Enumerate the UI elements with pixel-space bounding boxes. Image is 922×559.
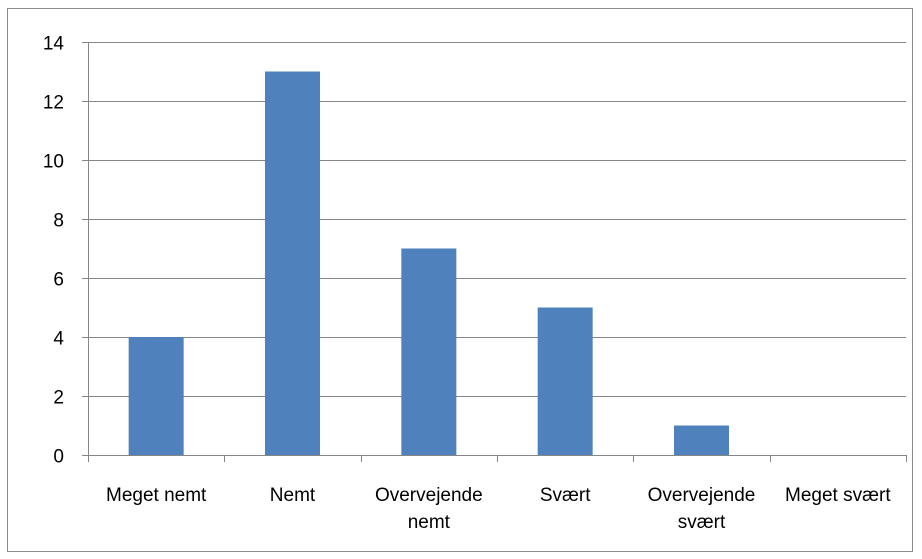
axes <box>82 42 907 462</box>
x-category-label: Overvejende svært <box>648 485 756 533</box>
x-category-label-line: Overvejende <box>375 485 483 506</box>
bar <box>128 337 184 455</box>
bars <box>128 71 729 455</box>
bar <box>674 425 729 455</box>
bar <box>401 248 457 455</box>
y-tick-labels: 0 2 4 6 8 10 12 14 <box>43 34 65 468</box>
x-category-label-line: Nemt <box>270 485 316 506</box>
x-category-label-line: svært <box>678 512 726 533</box>
x-category-label-line: Meget nemt <box>106 485 207 506</box>
y-tick-label: 0 <box>53 447 64 468</box>
y-tick-label: 6 <box>53 270 64 291</box>
x-category-label-line: Meget svært <box>785 485 891 506</box>
x-category-label: Meget nemt <box>106 485 207 506</box>
x-category-label-line: Svært <box>540 485 591 506</box>
y-tick-label: 8 <box>53 211 64 232</box>
gridlines <box>88 42 906 397</box>
x-category-label-line: Overvejende <box>648 485 756 506</box>
chart-frame <box>7 8 913 552</box>
bar <box>537 307 593 455</box>
x-category-labels: Meget nemt Nemt Overvejende nemt Svært Overve… <box>106 485 891 533</box>
x-category-label-line: nemt <box>408 512 451 533</box>
x-category-label: Overvejende nemt <box>375 485 483 533</box>
x-category-label: Svært <box>540 485 591 506</box>
y-tick-label: 10 <box>43 152 64 173</box>
x-category-label: Nemt <box>270 485 316 506</box>
y-tick-label: 14 <box>43 34 65 55</box>
y-tick-label: 4 <box>53 329 64 350</box>
y-tick-label: 2 <box>53 388 64 409</box>
x-category-label: Meget svært <box>785 485 891 506</box>
bar <box>265 71 320 455</box>
y-tick-label: 12 <box>43 93 64 114</box>
